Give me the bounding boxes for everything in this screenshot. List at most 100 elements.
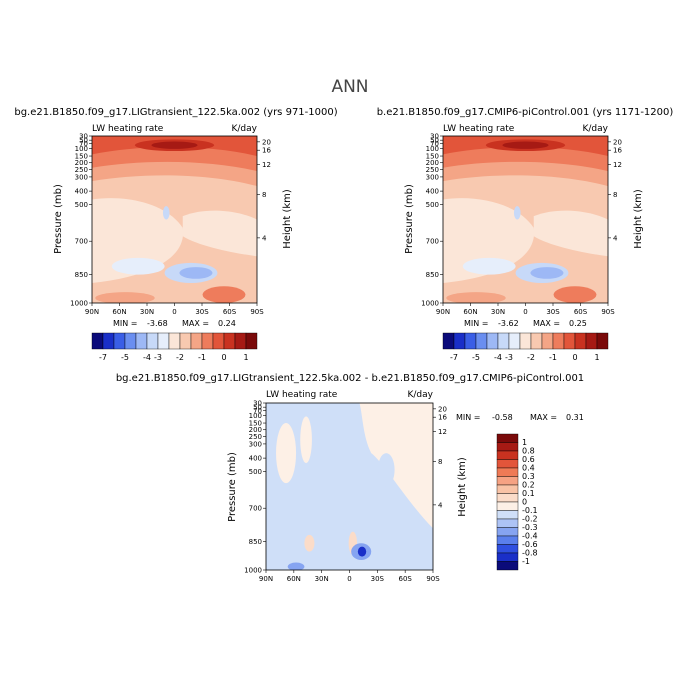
panel-1-ytick-label: 400 (75, 188, 88, 196)
panel-2-colorbar-swatch (541, 332, 554, 350)
page-title: ANN (331, 77, 368, 97)
panel-2-surface-warm (553, 286, 597, 303)
panel-3-colorbar-label: 0.3 (522, 472, 535, 481)
panel-3-rtick-label: 4 (438, 501, 443, 509)
panel-2-colorbar: -7 -5 -4 -3 -2 -1 0 1 (442, 332, 609, 362)
panel-3-colorbar-label: 0.6 (522, 455, 535, 464)
panel-3-colorbar-swatch (496, 527, 519, 537)
panel-3-ylabel: Pressure (mb) (227, 452, 238, 522)
panel-2-ytick-label: 1000 (421, 300, 439, 308)
panel-1-surface-warm (202, 286, 246, 303)
panel-1-colorbar: -7 -5 -4 -3 -2 -1 0 1 (91, 332, 258, 362)
panel-1-ytick-label: 50 (79, 137, 88, 145)
panel-3-colorbar: 10.80.60.40.30.20.10-0.1-0.2-0.3-0.4-0.6… (496, 433, 538, 571)
panel-1-max-value: 0.24 (218, 319, 236, 328)
panel-3-min-label: MIN = (456, 413, 481, 422)
panel-3-rtick-label: 20 (438, 405, 447, 413)
panel-3-colorbar-swatch (496, 501, 519, 511)
panel-2-colorbar-label: -3 (505, 353, 513, 362)
panel-2-colorbar-label: -4 (494, 353, 502, 362)
panel-3-ytick-label: 50 (253, 404, 262, 412)
panel-2-colorbar-swatch (552, 332, 565, 350)
panel-2-ylabel-right: Height (km) (633, 189, 644, 249)
panel-3-negative-patch (377, 453, 395, 487)
panel-1-colorbar-swatch (102, 332, 115, 350)
panel-3-positive-spot-2 (304, 534, 315, 552)
panel-1-title: bg.e21.B1850.f09_g17.LIGtransient_122.5k… (14, 107, 337, 118)
panel-1-colorbar-label: -4 (143, 353, 151, 362)
panel-3-colorbar-swatch (496, 450, 519, 460)
panel-2-colorbar-swatch (497, 332, 510, 350)
panel-1-colorbar-swatch (190, 332, 203, 350)
panel-1-min-label: MIN = (113, 319, 138, 328)
panel-3: bg.e21.B1850.f09_g17.LIGtransient_122.5k… (116, 373, 584, 583)
panel-1-ytick-label: 1000 (70, 300, 88, 308)
panel-2-rtick-label: 4 (613, 234, 618, 242)
panel-2-lowlevel-light-2 (533, 210, 608, 257)
panel-3-ytick-label: 700 (249, 505, 262, 513)
panel-2-light-blob (462, 257, 516, 275)
panel-3-ytick-label: 500 (249, 468, 262, 476)
panel-3-colorbar-label: 0.8 (522, 447, 535, 456)
panel-3-colorbar-swatch (496, 535, 519, 545)
panel-3-min-value: -0.58 (492, 413, 513, 422)
panel-1-ylabel: Pressure (mb) (53, 184, 64, 254)
panel-3-ytick-label: 1000 (244, 567, 262, 575)
panel-2: b.e21.B1850.f09_g17.CMIP6-piControl.001 … (377, 107, 674, 362)
panel-3-xtick-label: 60N (287, 575, 301, 583)
panel-1-rtick-label: 4 (262, 234, 267, 242)
panel-2-colorbar-swatch (530, 332, 543, 350)
panel-1-xtick-label: 90N (85, 308, 99, 316)
panel-3-ytick-label: 300 (249, 440, 262, 448)
panel-1-ytick-label: 500 (75, 201, 88, 209)
panel-1-rtick-label: 16 (262, 147, 271, 155)
panel-3-colorbar-swatch (496, 552, 519, 562)
panel-3-negative-core (357, 546, 367, 557)
panel-3-ytick-label: 200 (249, 426, 262, 434)
panel-1-colorbar-swatch (201, 332, 214, 350)
panel-1-colorbar-swatch (245, 332, 258, 350)
panel-3-rtick-label: 12 (438, 428, 447, 436)
panel-1-surface-warm-2 (95, 292, 155, 303)
panel-2-colorbar-swatch (508, 332, 521, 350)
panel-3-xtick-label: 0 (347, 575, 351, 583)
panel-1-ytick-label: 700 (75, 238, 88, 246)
panel-2-colorbar-swatch (442, 332, 455, 350)
panel-3-positive-region (359, 403, 433, 529)
panel-1-colorbar-swatch (212, 332, 225, 350)
panel-2-colorbar-label: 0 (572, 353, 577, 362)
panel-3-colorbar-swatch (496, 467, 519, 477)
panel-3-ytick-label: 850 (249, 538, 262, 546)
panel-2-ytick-label: 150 (426, 153, 439, 161)
panel-3-plot-area: 3050701001502002503004005007008501000201… (244, 400, 447, 584)
panel-1-minmax: MIN = -3.68 MAX = 0.24 (113, 319, 236, 328)
panel-3-colorbar-swatch (496, 484, 519, 494)
panel-2-field: LW heating rate (443, 124, 515, 134)
panel-2-rtick-label: 20 (613, 138, 622, 146)
panel-3-colorbar-label: -0.2 (522, 515, 538, 524)
panel-3-field: LW heating rate (266, 390, 338, 400)
panel-2-colorbar-swatch (519, 332, 532, 350)
panel-2-colorbar-swatch (475, 332, 488, 350)
panel-1-colorbar-label: 0 (221, 353, 226, 362)
panel-1-field: LW heating rate (92, 124, 164, 134)
panel-3-colorbar-swatch (496, 561, 519, 571)
panel-2-ylabel: Pressure (mb) (404, 184, 415, 254)
panel-1-xtick-label: 60S (223, 308, 237, 316)
panel-3-ytick-label: 150 (249, 420, 262, 428)
panel-3-colorbar-swatch (496, 518, 519, 528)
panel-2-ytick-label: 300 (426, 173, 439, 181)
panel-3-xtick-label: 30S (371, 575, 385, 583)
panel-3-colorbar-label: 0.1 (522, 489, 535, 498)
panel-2-colorbar-label: -2 (527, 353, 535, 362)
panel-3-ytick-label: 100 (249, 412, 262, 420)
panel-1-max-core-inner (151, 141, 198, 149)
panel-2-xtick-label: 0 (523, 308, 527, 316)
panel-3-title: bg.e21.B1850.f09_g17.LIGtransient_122.5k… (116, 373, 584, 384)
panel-1-colorbar-label: -7 (99, 353, 107, 362)
panel-2-xtick-label: 90S (601, 308, 615, 316)
panel-3-colorbar-swatch (496, 459, 519, 469)
panel-2-title: b.e21.B1850.f09_g17.CMIP6-piControl.001 … (377, 107, 674, 118)
panel-2-rtick-label: 12 (613, 161, 622, 169)
panel-3-colorbar-label: 0 (522, 498, 527, 507)
